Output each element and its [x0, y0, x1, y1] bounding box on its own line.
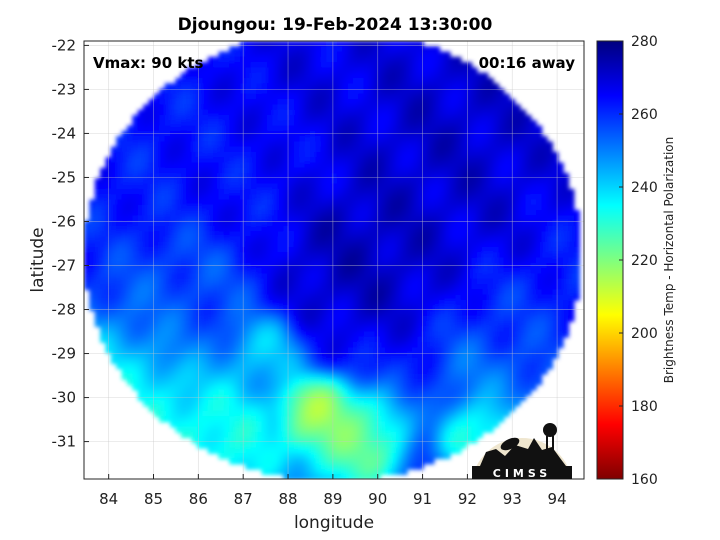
y-tick-label: -24: [52, 124, 77, 142]
y-tick-label: -23: [52, 80, 77, 98]
gridlines: [84, 41, 584, 479]
field-cells: [84, 41, 580, 479]
colorbar-tick-label: 160: [631, 472, 658, 488]
time-offset-annotation: 00:16 away: [479, 54, 576, 72]
x-tick-label: 90: [368, 490, 387, 508]
y-tick-label: -29: [52, 345, 77, 363]
x-axis-label: longitude: [294, 513, 374, 533]
plot-frame: [83, 40, 585, 480]
colorbar-tick-label: 260: [631, 107, 658, 123]
x-axis: 84 85 86 87 88 89 90 91 92 93 94: [99, 474, 567, 508]
colorbar-tick-label: 180: [631, 399, 658, 415]
x-tick-label: 86: [189, 490, 208, 508]
colorbar-tick-label: 220: [631, 253, 658, 269]
x-tick-label: 93: [503, 490, 522, 508]
x-tick-label: 89: [323, 490, 342, 508]
brightness-temp-field: [84, 41, 580, 479]
y-tick-label: -30: [52, 389, 77, 407]
cimss-logo: CIMSS: [472, 423, 572, 480]
x-tick-label: 92: [458, 490, 477, 508]
x-tick-label: 84: [99, 490, 118, 508]
logo-text: CIMSS: [493, 467, 551, 480]
y-axis-label: latitude: [28, 227, 48, 292]
y-tick-label: -27: [52, 257, 77, 275]
colorbar-ticks: 160 180 200 220 240 260 280: [619, 34, 658, 488]
colorbar-tick-label: 200: [631, 326, 658, 342]
colorbar-tick-label: 240: [631, 180, 658, 196]
vmax-annotation: Vmax: 90 kts: [93, 54, 203, 72]
x-tick-label: 88: [278, 490, 297, 508]
chart-title: Djoungou: 19-Feb-2024 13:30:00: [178, 15, 493, 35]
x-tick-label: 87: [234, 490, 253, 508]
colorbar: [596, 40, 624, 480]
colorbar-label: Brightness Temp - Horizontal Polarizatio…: [662, 137, 676, 384]
x-tick-label: 91: [413, 490, 432, 508]
x-tick-label: 85: [144, 490, 163, 508]
colorbar-tick-label: 280: [631, 34, 658, 50]
y-axis: -22 -23 -24 -25 -26 -27 -28 -29 -30 -31: [52, 36, 89, 451]
y-tick-label: -28: [52, 301, 77, 319]
y-tick-label: -31: [52, 433, 77, 451]
y-tick-label: -26: [52, 212, 77, 230]
y-tick-label: -25: [52, 168, 77, 186]
y-tick-label: -22: [52, 36, 77, 54]
x-tick-label: 94: [548, 490, 567, 508]
